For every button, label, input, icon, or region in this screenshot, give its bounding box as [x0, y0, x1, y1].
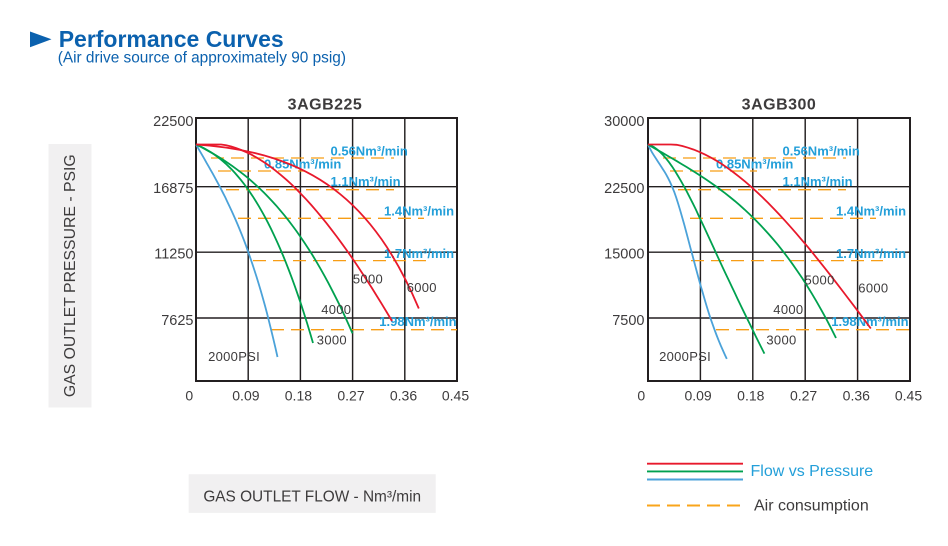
svg-text:1.4Nm³/min: 1.4Nm³/min — [836, 204, 906, 219]
svg-text:22500: 22500 — [604, 181, 644, 197]
svg-text:0: 0 — [637, 388, 645, 404]
svg-text:2000PSI: 2000PSI — [208, 349, 260, 364]
svg-text:0.56Nm³/min: 0.56Nm³/min — [331, 144, 408, 159]
svg-text:0.85Nm³/min: 0.85Nm³/min — [264, 156, 341, 171]
svg-text:4000: 4000 — [321, 302, 351, 317]
svg-text:30000: 30000 — [604, 114, 644, 130]
svg-text:0: 0 — [185, 388, 193, 404]
svg-text:1.7Nm³/min: 1.7Nm³/min — [836, 246, 906, 261]
svg-text:GAS OUTLET PRESSURE - PSIG: GAS OUTLET PRESSURE - PSIG — [62, 154, 79, 397]
svg-text:0.27: 0.27 — [337, 388, 364, 404]
svg-text:1.7Nm³/min: 1.7Nm³/min — [384, 246, 454, 261]
svg-text:Flow vs Pressure: Flow vs Pressure — [751, 463, 874, 480]
svg-text:1.1Nm³/min: 1.1Nm³/min — [783, 174, 853, 189]
svg-text:0.45: 0.45 — [442, 388, 469, 404]
svg-text:1.98Nm³/min: 1.98Nm³/min — [379, 314, 456, 329]
svg-text:5000: 5000 — [353, 272, 383, 287]
svg-text:11250: 11250 — [154, 247, 193, 263]
svg-text:3AGB300: 3AGB300 — [742, 97, 817, 114]
svg-text:22500: 22500 — [153, 114, 193, 130]
svg-text:7625: 7625 — [161, 313, 193, 329]
svg-text:0.27: 0.27 — [790, 388, 817, 404]
svg-text:2000PSI: 2000PSI — [659, 349, 711, 364]
svg-text:16875: 16875 — [153, 181, 193, 197]
svg-text:0.09: 0.09 — [232, 388, 259, 404]
svg-text:1.4Nm³/min: 1.4Nm³/min — [384, 204, 454, 219]
svg-text:(Air drive source of approxima: (Air drive source of approximately 90 ps… — [58, 50, 346, 67]
svg-text:1.1Nm³/min: 1.1Nm³/min — [331, 174, 401, 189]
svg-text:Performance Curves: Performance Curves — [59, 26, 284, 52]
svg-text:0.36: 0.36 — [843, 388, 870, 404]
svg-text:0.09: 0.09 — [684, 388, 711, 404]
svg-text:GAS OUTLET FLOW - Nm³/min: GAS OUTLET FLOW - Nm³/min — [203, 489, 421, 506]
svg-text:15000: 15000 — [604, 247, 644, 263]
svg-text:0.36: 0.36 — [390, 388, 417, 404]
svg-text:5000: 5000 — [805, 273, 835, 288]
svg-text:0.18: 0.18 — [285, 388, 312, 404]
svg-text:3000: 3000 — [317, 333, 347, 348]
svg-text:0.45: 0.45 — [895, 388, 922, 404]
svg-text:6000: 6000 — [407, 280, 437, 295]
svg-text:7500: 7500 — [612, 313, 644, 329]
svg-text:1.98Nm³/min: 1.98Nm³/min — [831, 314, 908, 329]
svg-text:4000: 4000 — [773, 302, 803, 317]
svg-text:3000: 3000 — [766, 332, 796, 347]
svg-text:0.18: 0.18 — [737, 388, 764, 404]
svg-text:0.56Nm³/min: 0.56Nm³/min — [783, 144, 860, 159]
svg-text:3AGB225: 3AGB225 — [288, 97, 363, 114]
svg-text:6000: 6000 — [858, 280, 888, 295]
svg-text:0.85Nm³/min: 0.85Nm³/min — [716, 156, 793, 171]
svg-text:Air consumption: Air consumption — [754, 498, 869, 515]
